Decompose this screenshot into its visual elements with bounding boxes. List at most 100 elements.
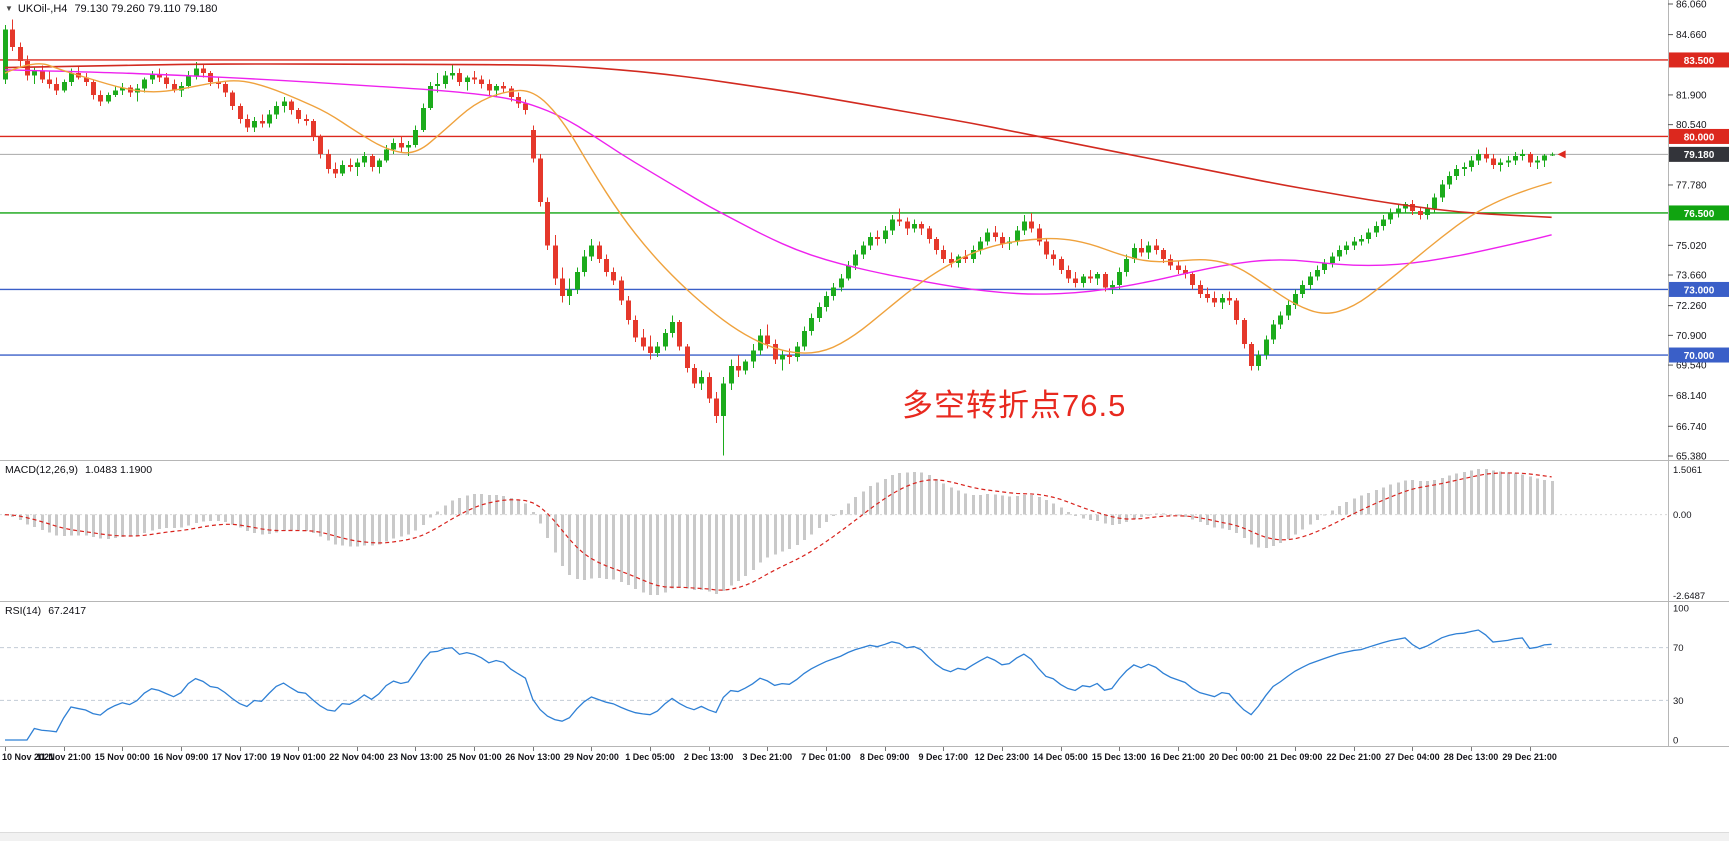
candle-body [1015,230,1020,242]
macd-bar [928,475,931,515]
candle-body [809,317,814,331]
candle-body [1286,304,1291,316]
candle-body [216,81,221,84]
macd-bar [583,514,586,580]
candle-body [868,236,873,246]
macd-bar [1045,500,1048,515]
macd-bar [1477,469,1480,515]
candle-body [62,81,67,91]
macd-bar [1507,472,1510,515]
macd-bar [143,514,146,534]
candle-body [773,344,778,360]
price-badge-label: 70.000 [1684,351,1715,362]
candle-body [663,333,668,347]
candle-body [377,160,382,168]
macd-bar [1375,490,1378,515]
macd-bar [187,514,190,526]
macd-bar [458,497,461,515]
candle-body [1315,269,1320,277]
price-chart-canvas[interactable]: 86.060 84.660 81.900 80.540 77.780 75.020 73.6… [0,0,1729,460]
price-badge-label: 73.000 [1684,285,1715,296]
macd-bar [1111,514,1114,525]
candle-body [252,121,257,128]
rsi-canvas[interactable]: 100 70 30 0 [0,602,1729,746]
candle-body [633,320,638,338]
macd-indicator-panel[interactable]: 1.5061 0.00 -2.6487 MACD(12,26,9) 1.0483 1.… [0,460,1729,601]
macd-bar [715,514,718,594]
candle-body [25,61,30,76]
macd-bar [686,514,689,589]
rsi-values: 67.2417 [48,605,87,617]
rsi-title: RSI(14) [5,605,42,617]
candle-body [98,94,103,102]
price-tick-label: 84.660 [1676,30,1707,41]
macd-bar [180,514,183,528]
candle-body [670,322,675,334]
macd-bar [363,514,366,546]
time-axis-tick [884,747,886,751]
candle-body [1352,241,1357,246]
price-chart-panel[interactable]: 86.060 84.660 81.900 80.540 77.780 75.020 73.6… [0,0,1729,460]
rsi-tick-label: 30 [1673,696,1684,707]
candle-body [1234,300,1239,321]
macd-bar [737,514,740,582]
macd-bar [19,514,22,521]
candle-body [846,265,851,279]
macd-values: 1.0483 1.1900 [84,464,153,476]
candle-body [1278,315,1283,325]
macd-bar [297,514,300,531]
macd-signal-line [4,472,1552,591]
price-badge-label: 79.180 [1684,150,1715,161]
macd-bar [891,475,894,515]
ohlc-readout: 79.130 79.260 79.110 79.180 [74,3,218,15]
macd-canvas[interactable]: 1.5061 0.00 -2.6487 [0,461,1729,601]
time-axis[interactable]: 10 Nov 2021 11 Nov 21:00 15 Nov 00:00 16 No… [0,746,1729,768]
time-axis-tick [180,747,182,751]
candle-body [69,73,74,82]
candle-body [304,118,309,122]
candle-body [311,121,316,137]
macd-bar [862,491,865,515]
dropdown-triangle-icon[interactable]: ▼ [5,4,13,13]
candle-body [1205,293,1210,299]
time-axis-tick [1060,747,1062,751]
time-axis-label: 21 Dec 09:00 [1267,752,1323,762]
time-axis-tick [1529,747,1531,751]
time-axis-label: 26 Nov 13:00 [505,752,561,762]
candle-body [245,118,250,128]
price-tick-label: 68.140 [1676,391,1707,402]
candle-body [839,278,844,288]
candle-body [1124,258,1129,272]
price-tick-label: 66.740 [1676,422,1707,433]
candle-body [487,83,492,91]
candle-body [1264,339,1269,356]
macd-title: MACD(12,26,9) [5,464,78,476]
candle-body [333,169,338,174]
macd-bar [832,514,835,516]
macd-bar [1016,496,1019,515]
candle-body [919,223,924,229]
macd-bar [1199,514,1202,523]
macd-bar [1169,514,1172,516]
macd-bar [744,514,747,576]
candle-body [355,162,360,168]
macd-bar [1023,494,1026,515]
macd-bar [1389,484,1392,515]
candle-body [186,75,191,87]
time-axis-label: 29 Nov 20:00 [563,752,619,762]
macd-bar [290,514,293,531]
macd-bar [305,514,308,532]
macd-bar [1133,514,1136,519]
rsi-indicator-panel[interactable]: 100 70 30 0 RSI(14) 67.2417 [0,601,1729,746]
price-badge [1669,146,1729,162]
macd-bar [414,514,417,531]
time-axis-label: 15 Nov 00:00 [94,752,150,762]
candle-body [721,383,726,417]
macd-tick-label: 0.00 [1673,510,1692,521]
candle-body [10,29,15,47]
candle-body [538,158,543,203]
candle-body [230,92,235,106]
macd-bar [656,514,659,595]
macd-bar [803,514,806,541]
macd-bar [1529,476,1532,515]
